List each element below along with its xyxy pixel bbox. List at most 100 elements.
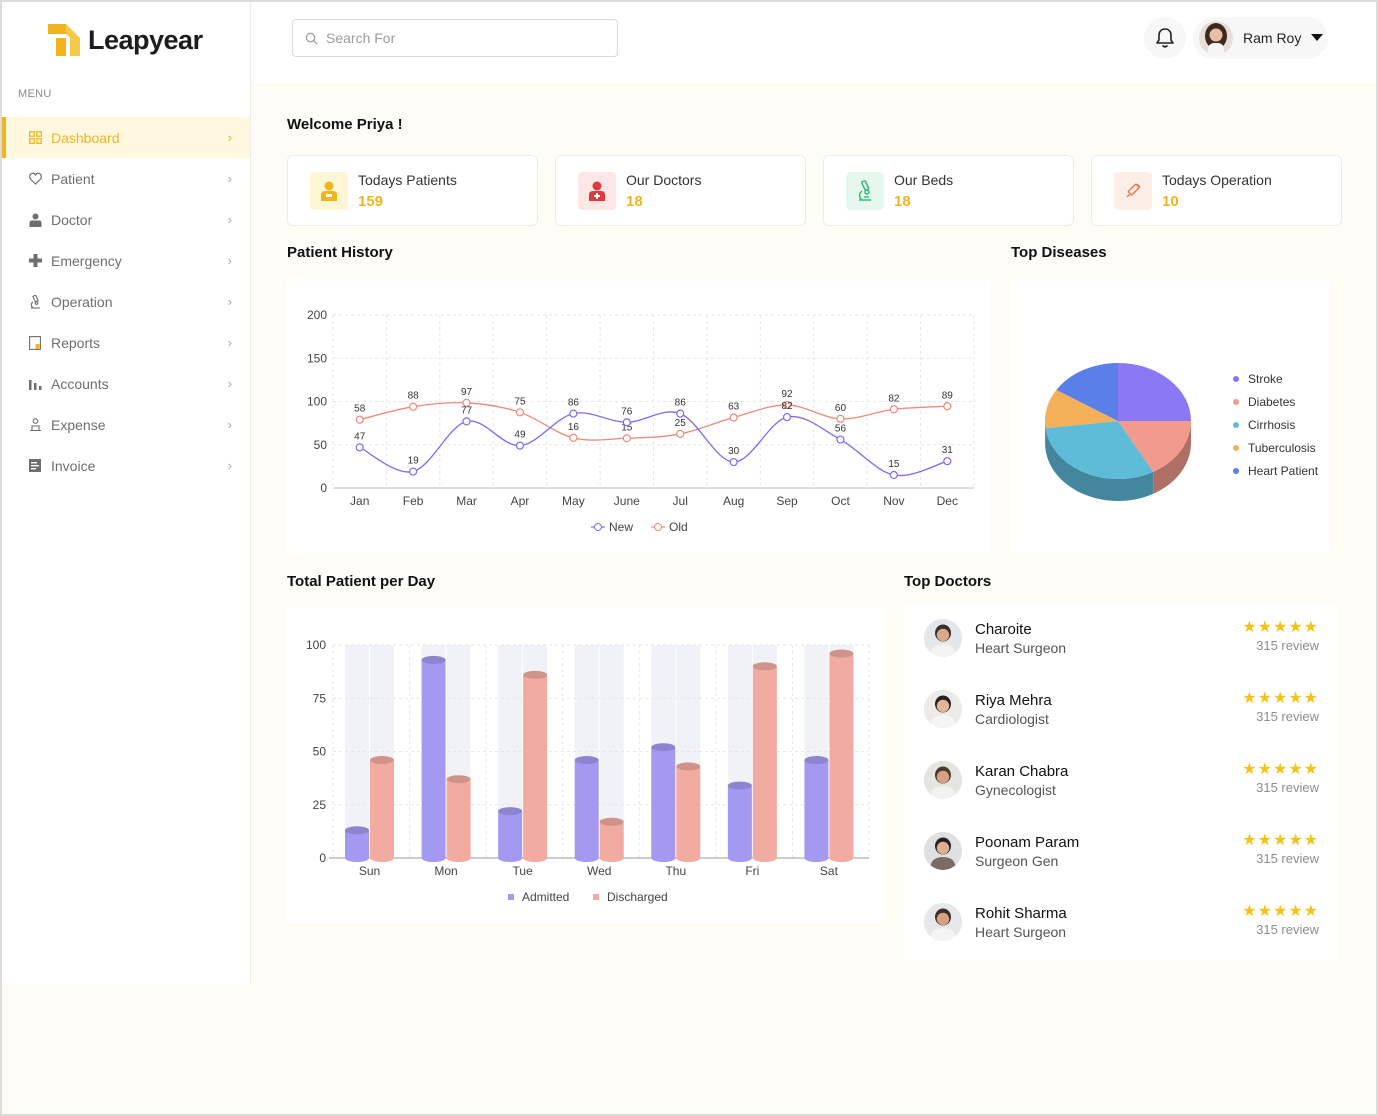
sidebar-item-label: Doctor: [51, 211, 93, 228]
doctor-row[interactable]: Riya Mehra Cardiologist ★★★★★ 315 review: [924, 684, 1319, 734]
bar-base: [752, 854, 777, 862]
x-tick-label: Mon: [434, 864, 457, 878]
doctor-specialty: Heart Surgeon: [975, 923, 1067, 940]
pie-slice-cirrhosis: [1045, 421, 1154, 479]
bar-base: [599, 854, 624, 862]
doctor-row[interactable]: Karan Chabra Gynecologist ★★★★★ 315 review: [924, 755, 1319, 805]
chevron-right-icon: ›: [227, 294, 232, 309]
x-tick-label: Sep: [776, 494, 798, 508]
y-tick-label: 75: [313, 691, 327, 705]
doctor-row[interactable]: Poonam Param Surgeon Gen ★★★★★ 315 review: [924, 826, 1319, 876]
stat-label: Todays Patients: [358, 171, 457, 188]
search-box[interactable]: [292, 19, 618, 57]
sidebar-item-dashboard[interactable]: Dashboard ›: [2, 117, 250, 158]
stat-card-our-doctors[interactable]: Our Doctors 18: [555, 155, 806, 226]
pie-slice-side: [1045, 421, 1046, 451]
legend-item: Cirrhosis: [1233, 413, 1318, 436]
sidebar-item-accounts[interactable]: Accounts ›: [2, 363, 250, 404]
data-label: 97: [461, 387, 473, 398]
y-tick-label: 25: [313, 798, 327, 812]
data-point: [409, 402, 418, 411]
bar-base: [498, 854, 523, 862]
data-point: [943, 457, 952, 466]
data-label: 82: [781, 401, 793, 412]
legend-marker: [654, 523, 662, 531]
sidebar-item-operation[interactable]: Operation ›: [2, 281, 250, 322]
legend-label: Diabetes: [1248, 394, 1296, 409]
stat-card-our-beds[interactable]: Our Beds 18: [823, 155, 1074, 226]
bar-admitted: [651, 747, 676, 858]
pie-slice-stroke: [1118, 363, 1191, 421]
top-doctors-title: Top Doctors: [904, 573, 992, 590]
legend-item: Diabetes: [1233, 390, 1318, 413]
x-tick-label: Fri: [745, 864, 759, 878]
review-count: 315 review: [1256, 638, 1319, 653]
bar-cap: [599, 817, 624, 826]
data-label: 82: [888, 393, 900, 404]
bar-discharged: [599, 821, 624, 858]
x-tick-label: May: [562, 494, 585, 508]
top-diseases-card: Stroke Diabetes Cirrhosis Tuberculosis Heart…: [1011, 281, 1331, 553]
data-point: [515, 408, 525, 417]
review-count: 315 review: [1256, 922, 1319, 937]
doctor-avatar: [924, 619, 962, 657]
chevron-right-icon: ›: [227, 376, 232, 391]
sidebar-item-invoice[interactable]: Invoice ›: [2, 445, 250, 486]
caret-down-icon: [1311, 34, 1324, 41]
data-point: [622, 418, 631, 427]
sidebar-item-label: Operation: [51, 293, 113, 310]
data-point: [409, 467, 418, 476]
bar-chart-icon: [28, 377, 42, 391]
stat-value: 10: [1162, 192, 1179, 210]
patient-history-card: 0 50 100 150 200 Jan Feb Mar Apr May June Jul Aug Sep…: [287, 281, 991, 553]
y-tick-label: 50: [314, 438, 328, 452]
y-tick-label: 100: [307, 395, 327, 409]
data-point: [889, 405, 898, 414]
menu-label: MENU: [18, 88, 52, 100]
data-point: [943, 402, 952, 411]
star-rating: ★★★★★: [1242, 619, 1319, 636]
legend-item: Heart Patient: [1233, 459, 1318, 482]
notification-button[interactable]: [1144, 17, 1186, 59]
doctor-avatar: [924, 690, 962, 728]
data-point: [355, 415, 364, 424]
bar-cap: [651, 743, 676, 752]
bar-base: [651, 854, 676, 862]
report-icon: [28, 335, 42, 350]
bar-admitted: [498, 811, 523, 858]
sidebar-item-doctor[interactable]: Doctor ›: [2, 199, 250, 240]
series-line-old: [359, 401, 948, 441]
data-point: [836, 414, 845, 423]
doctor-icon: [28, 213, 42, 227]
stat-label: Todays Operation: [1162, 171, 1272, 188]
bar-admitted: [421, 659, 446, 858]
app-logo[interactable]: Leapyear: [48, 24, 203, 56]
x-tick-label: Sat: [820, 864, 839, 878]
x-tick-label: Wed: [587, 864, 611, 878]
star-rating: ★★★★★: [1242, 832, 1319, 849]
sidebar-item-label: Patient: [51, 170, 95, 187]
microscope-icon: [846, 171, 884, 210]
app-name: Leapyear: [88, 24, 203, 55]
data-point: [462, 417, 471, 426]
sidebar-item-reports[interactable]: Reports ›: [2, 322, 250, 363]
doctor-row[interactable]: Rohit Sharma Heart Surgeon ★★★★★ 315 review: [924, 897, 1319, 947]
microscope-icon: [28, 294, 42, 309]
sidebar-item-patient[interactable]: Patient ›: [2, 158, 250, 199]
y-tick-label: 50: [313, 745, 327, 759]
x-tick-label: Feb: [403, 494, 424, 508]
heart-shield-icon: [28, 172, 42, 186]
doctor-icon: [578, 171, 616, 210]
doctor-name: Riya Mehra: [975, 691, 1052, 709]
stat-card-todays-patients[interactable]: Todays Patients 159: [287, 155, 538, 226]
sidebar-item-expense[interactable]: Expense ›: [2, 404, 250, 445]
bar-admitted: [574, 760, 599, 858]
doctor-row[interactable]: Charoite Heart Surgeon ★★★★★ 315 review: [924, 613, 1319, 663]
sidebar-item-emergency[interactable]: Emergency ›: [2, 240, 250, 281]
bar-discharged: [752, 666, 777, 858]
stat-card-todays-operation[interactable]: Todays Operation 10: [1091, 155, 1342, 226]
data-label: 30: [728, 446, 740, 457]
user-menu[interactable]: Ram Roy: [1193, 17, 1328, 59]
search-input[interactable]: [326, 30, 606, 46]
data-point: [729, 413, 738, 422]
